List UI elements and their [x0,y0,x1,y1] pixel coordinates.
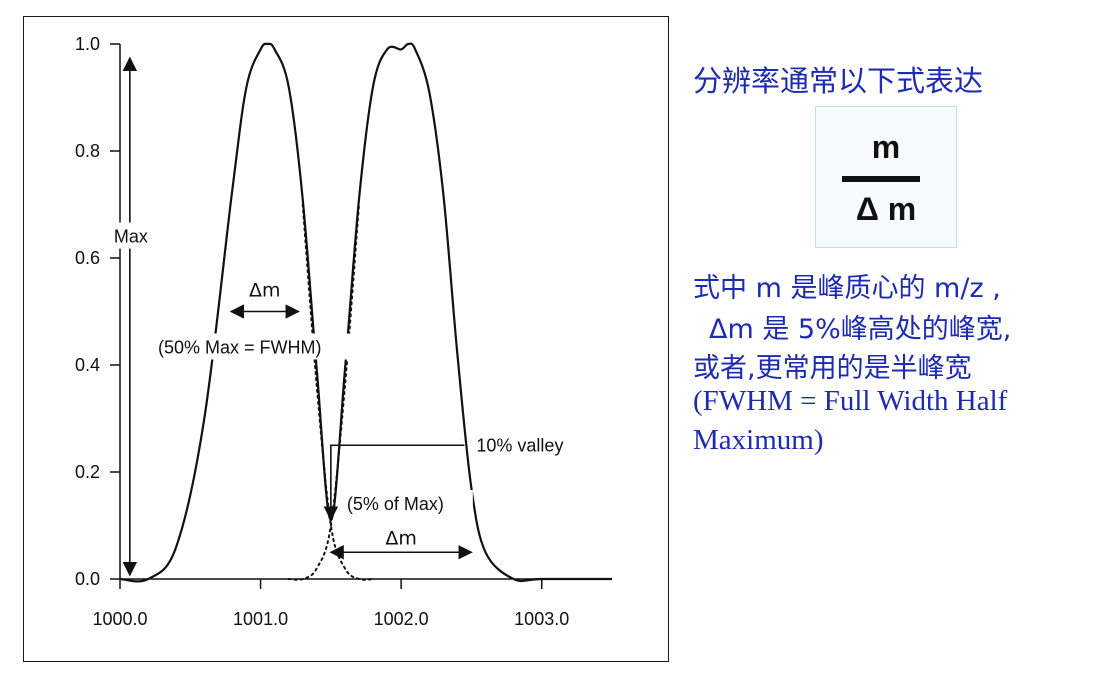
max-label: Max [114,227,148,247]
fwhm-delta-m-label: Δm [249,280,281,302]
y-tick-label: 0.8 [75,141,100,161]
valley-sub-bg [344,490,473,517]
formula-box: m Δ m [815,106,957,248]
formula-fraction-bar [842,176,920,182]
formula-numerator: m [871,129,901,165]
side-text-line-1: 式中 m 是峰质心的 m/z , [693,273,1001,304]
x-tick-label: 1001.0 [233,609,288,629]
valley-arrow [323,444,465,521]
side-text-line-2: Δm 是 5%峰高处的峰宽, [709,314,1012,345]
y-tick-label: 0.4 [75,355,100,375]
valley-sub-label: (5% of Max) [347,494,444,514]
y-tick-label: 0.0 [75,569,100,589]
fwhm-label-bg [156,333,362,360]
y-tick-label: 1.0 [75,34,100,54]
plot-frame [23,16,669,662]
formula-denominator: Δ m [855,191,917,227]
y-tick-label: 0.2 [75,462,100,482]
side-text-line-5: Maximum) [693,424,824,456]
chart: 0.0 0.2 0.4 0.6 0.8 1.0 1000.0 1001.0 1002.0 1003… [75,34,612,629]
x-tick-label: 1002.0 [374,609,429,629]
dotted-component-line-2 [287,203,360,581]
valley-label: 10% valley [476,435,563,455]
side-heading: 分辨率通常以下式表达 [693,64,984,98]
dotted-component-line-1 [301,203,374,581]
valley-delta-m-label: Δm [385,527,417,549]
fwhm-label: (50% Max = FWHM) [158,338,322,358]
y-tick-label: 0.6 [75,248,100,268]
max-label-bg [111,222,152,249]
side-text-line-3: 或者,更常用的是半峰宽 [693,353,972,384]
side-text-line-4: (FWHM = Full Width Half [693,385,1008,417]
x-tick-label: 1003.0 [514,609,569,629]
valley-label-bg [472,431,593,458]
resolution-curve-line [119,42,612,583]
x-tick-label: 1000.0 [92,609,147,629]
